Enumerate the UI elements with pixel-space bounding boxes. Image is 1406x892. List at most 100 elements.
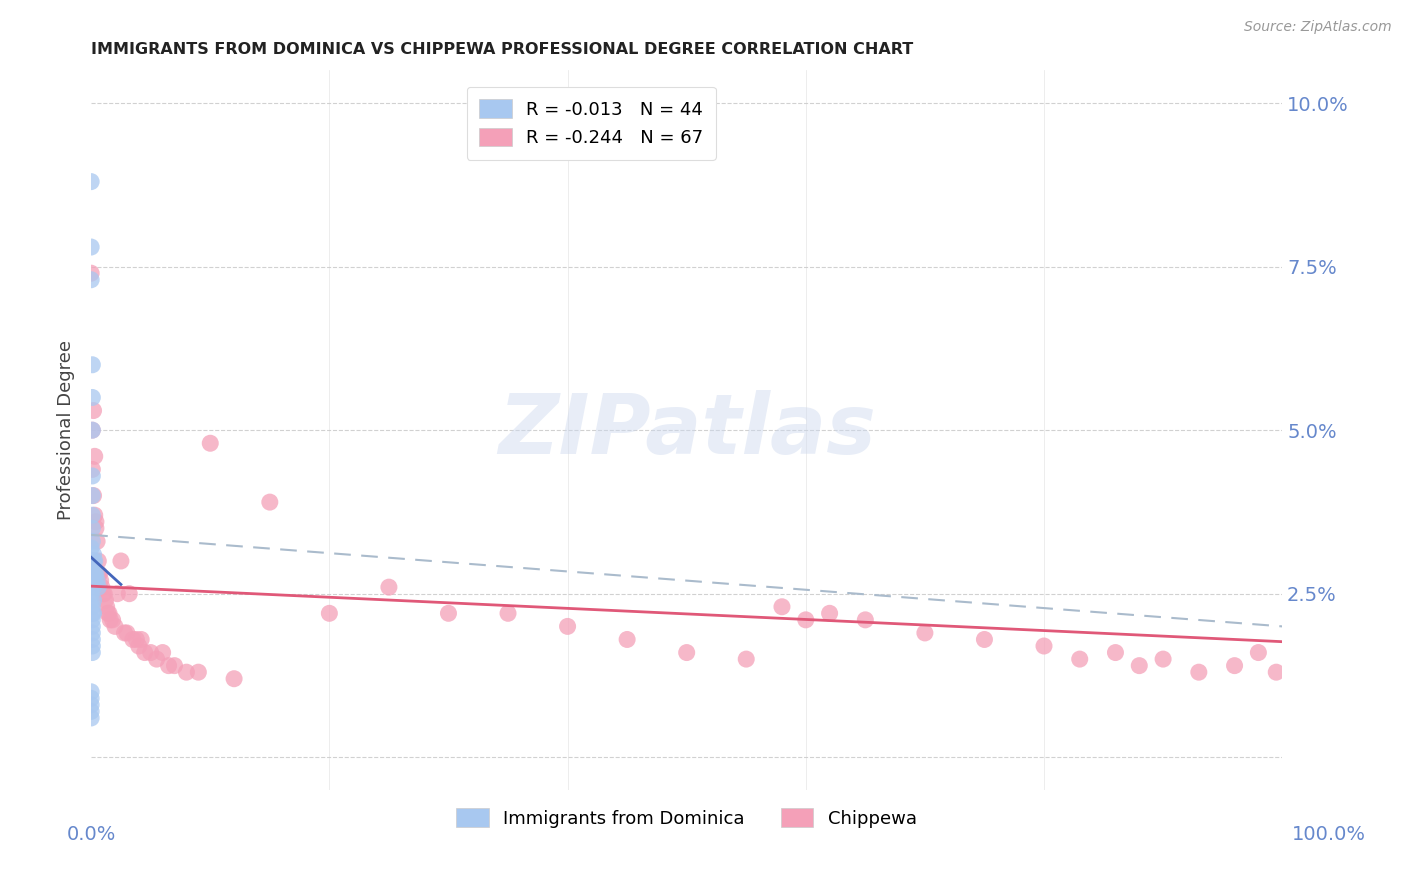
- Point: [378, 580, 401, 594]
- Point: [83, 554, 105, 568]
- Point: [82, 423, 104, 437]
- Y-axis label: Professional Degree: Professional Degree: [58, 340, 75, 520]
- Point: [83, 567, 105, 582]
- Point: [80, 266, 103, 280]
- Point: [318, 607, 340, 621]
- Point: [80, 560, 103, 574]
- Point: [853, 613, 876, 627]
- Point: [200, 436, 222, 450]
- Point: [80, 554, 103, 568]
- Point: [83, 489, 105, 503]
- Point: [82, 607, 104, 621]
- Point: [83, 574, 105, 588]
- Point: [82, 508, 104, 523]
- Point: [87, 580, 110, 594]
- Point: [104, 619, 127, 633]
- Point: [115, 626, 138, 640]
- Point: [82, 391, 104, 405]
- Point: [114, 626, 136, 640]
- Point: [83, 593, 105, 607]
- Point: [128, 639, 150, 653]
- Point: [89, 567, 111, 582]
- Point: [80, 240, 103, 254]
- Point: [80, 541, 103, 555]
- Point: [80, 567, 103, 582]
- Point: [83, 548, 105, 562]
- Point: [84, 521, 107, 535]
- Point: [794, 613, 817, 627]
- Point: [83, 450, 105, 464]
- Point: [93, 587, 115, 601]
- Point: [82, 489, 104, 503]
- Point: [83, 567, 105, 582]
- Point: [98, 607, 121, 621]
- Point: [82, 521, 104, 535]
- Point: [80, 587, 103, 601]
- Point: [259, 495, 281, 509]
- Point: [110, 554, 132, 568]
- Point: [1069, 652, 1091, 666]
- Point: [83, 607, 105, 621]
- Point: [87, 567, 110, 582]
- Point: [83, 554, 105, 568]
- Point: [94, 593, 117, 607]
- Point: [82, 469, 104, 483]
- Point: [118, 587, 141, 601]
- Point: [91, 587, 114, 601]
- Point: [87, 554, 110, 568]
- Point: [86, 574, 108, 588]
- Point: [973, 632, 995, 647]
- Point: [1152, 652, 1174, 666]
- Point: [1247, 646, 1270, 660]
- Point: [80, 698, 103, 712]
- Point: [222, 672, 245, 686]
- Point: [818, 607, 841, 621]
- Point: [105, 587, 128, 601]
- Point: [134, 646, 156, 660]
- Point: [121, 632, 143, 647]
- Point: [80, 691, 103, 706]
- Point: [83, 508, 105, 523]
- Point: [437, 607, 460, 621]
- Point: [82, 599, 104, 614]
- Point: [187, 665, 209, 680]
- Point: [557, 619, 579, 633]
- Point: [90, 574, 112, 588]
- Point: [157, 658, 180, 673]
- Point: [82, 358, 104, 372]
- Point: [616, 632, 638, 647]
- Point: [101, 613, 124, 627]
- Text: IMMIGRANTS FROM DOMINICA VS CHIPPEWA PROFESSIONAL DEGREE CORRELATION CHART: IMMIGRANTS FROM DOMINICA VS CHIPPEWA PRO…: [91, 42, 914, 57]
- Point: [1104, 646, 1126, 660]
- Point: [96, 599, 118, 614]
- Point: [1033, 639, 1056, 653]
- Point: [80, 685, 103, 699]
- Point: [80, 705, 103, 719]
- Point: [82, 626, 104, 640]
- Point: [1223, 658, 1246, 673]
- Point: [83, 403, 105, 417]
- Point: [84, 515, 107, 529]
- Point: [84, 567, 107, 582]
- Point: [1128, 658, 1150, 673]
- Point: [80, 574, 103, 588]
- Point: [86, 534, 108, 549]
- Point: [152, 646, 174, 660]
- Point: [98, 613, 121, 627]
- Point: [770, 599, 793, 614]
- Point: [1188, 665, 1211, 680]
- Point: [80, 711, 103, 725]
- Point: [82, 534, 104, 549]
- Point: [82, 423, 104, 437]
- Point: [82, 462, 104, 476]
- Point: [80, 273, 103, 287]
- Point: [735, 652, 758, 666]
- Point: [1265, 665, 1288, 680]
- Point: [82, 632, 104, 647]
- Point: [914, 626, 936, 640]
- Point: [129, 632, 152, 647]
- Point: [675, 646, 697, 660]
- Point: [82, 646, 104, 660]
- Text: 0.0%: 0.0%: [66, 825, 117, 844]
- Legend: Immigrants from Dominica, Chippewa: Immigrants from Dominica, Chippewa: [449, 801, 924, 835]
